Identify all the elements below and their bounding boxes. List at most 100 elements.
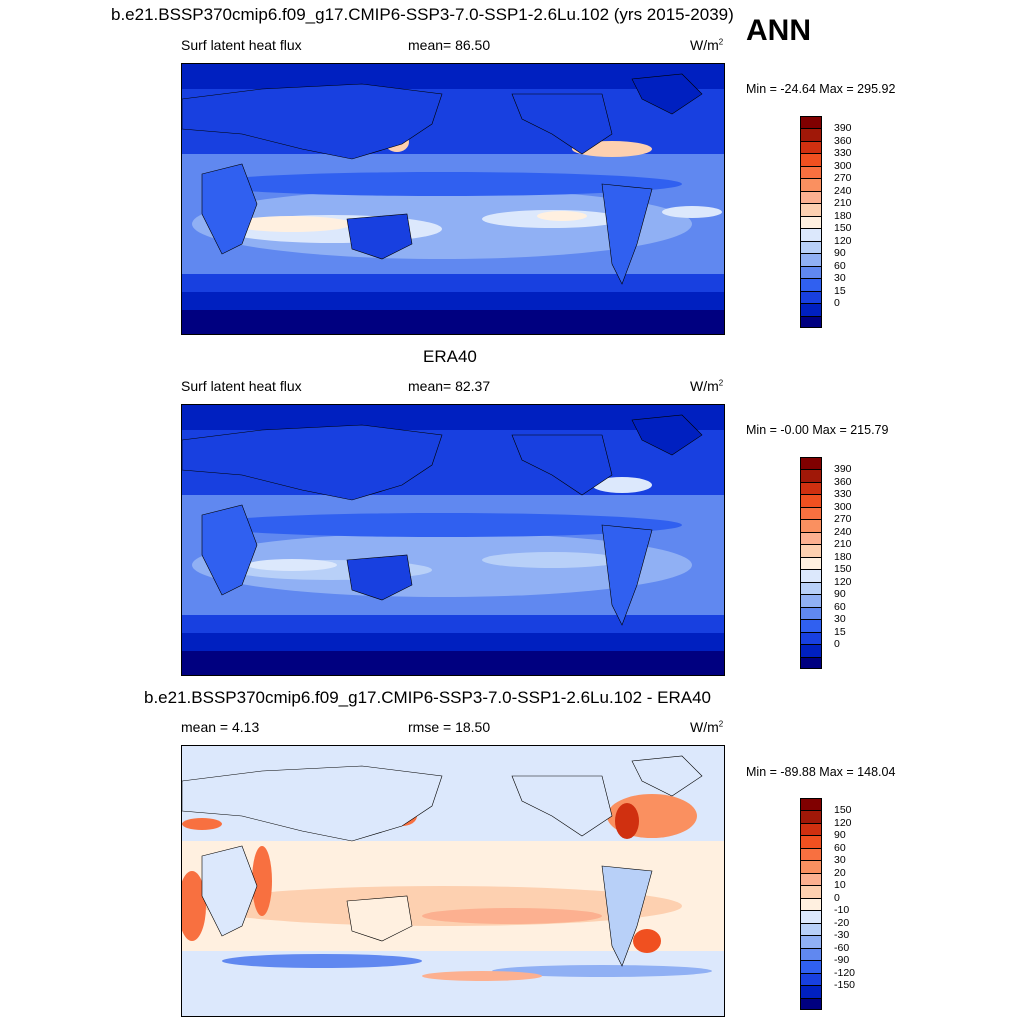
- colorbar-swatch: [800, 656, 822, 669]
- colorbar-tick-label: 90: [834, 588, 846, 601]
- panel2-mean-label: mean= 82.37: [408, 378, 491, 394]
- colorbar-swatch: [800, 215, 822, 229]
- colorbar-swatch: [800, 228, 822, 241]
- colorbar-swatch: [800, 885, 822, 898]
- colorbar-swatch: [800, 606, 822, 620]
- colorbar-swatch: [800, 481, 822, 495]
- panel2-map: [181, 404, 725, 676]
- panel1-colorbar: 390 360 330 300 270 240 210 180 150 120 90 60 30 15 0: [800, 116, 860, 328]
- panel3-contour-field: [182, 746, 724, 1016]
- colorbar-tick-label: 180: [834, 550, 852, 563]
- colorbar-swatch: [800, 631, 822, 645]
- colorbar-tick-label: 330: [834, 147, 852, 160]
- colorbar-swatch: [800, 315, 822, 328]
- colorbar-tick-label: 150: [834, 804, 852, 817]
- colorbar-swatch: [800, 922, 822, 936]
- colorbar-tick-label: -60: [834, 941, 850, 954]
- colorbar-tick-label: 240: [834, 184, 852, 197]
- colorbar-tick-label: 330: [834, 488, 852, 501]
- panel3-map: [181, 745, 725, 1017]
- colorbar-swatch: [800, 253, 822, 266]
- colorbar-tick-label: -20: [834, 916, 850, 929]
- colorbar-tick-label: 120: [834, 575, 852, 588]
- colorbar-tick-label: 20: [834, 866, 846, 879]
- panel2-colorbar: 390 360 330 300 270 240 210 180 150 120 90 60 30 15 0: [800, 457, 860, 669]
- colorbar-swatch: [800, 910, 822, 923]
- colorbar-swatch: [800, 810, 822, 823]
- colorbar-tick-label: -90: [834, 954, 850, 967]
- colorbar-tick-label: 30: [834, 613, 846, 626]
- colorbar-tick-label: 210: [834, 538, 852, 551]
- colorbar-tick-label: 240: [834, 525, 852, 538]
- panel2-minmax: Min = -0.00 Max = 215.79: [746, 423, 889, 437]
- colorbar-tick-label: 0: [834, 638, 840, 651]
- colorbar-tick-label: 10: [834, 879, 846, 892]
- colorbar-tick-label: 30: [834, 854, 846, 867]
- colorbar-tick-label: -150: [834, 979, 856, 992]
- colorbar-tick-label: 60: [834, 259, 846, 272]
- panel1-minmax: Min = -24.64 Max = 295.92: [746, 82, 896, 96]
- panel1-variable-label: Surf latent heat flux: [181, 37, 302, 53]
- colorbar-swatch: [800, 128, 822, 141]
- colorbar-tick-label: 0: [834, 297, 840, 310]
- colorbar-swatch: [800, 494, 822, 507]
- colorbar-swatch: [800, 556, 822, 570]
- colorbar-tick-label: 270: [834, 513, 852, 526]
- colorbar-swatch: [800, 544, 822, 557]
- colorbar-swatch: [800, 569, 822, 582]
- colorbar-tick-label: 120: [834, 816, 852, 829]
- colorbar-tick-label: -10: [834, 904, 850, 917]
- colorbar-tick-label: 270: [834, 172, 852, 185]
- colorbar-swatch: [800, 240, 822, 254]
- colorbar-swatch: [800, 897, 822, 911]
- panel2-title: ERA40: [423, 347, 477, 366]
- panel1-contour-field: [182, 64, 724, 334]
- colorbar-tick-label: 0: [834, 891, 840, 904]
- colorbar-tick-label: 360: [834, 475, 852, 488]
- panel2-variable-label: Surf latent heat flux: [181, 378, 302, 394]
- panel3-title: b.e21.BSSP370cmip6.f09_g17.CMIP6-SSP3-7.…: [144, 688, 712, 707]
- colorbar-swatch: [800, 265, 822, 279]
- panel3-colorbar: 150 120 90 60 30 20 10 0 -10 -20 -30 -60 -90 -120 -150: [800, 798, 860, 1010]
- colorbar-tick-label: 360: [834, 134, 852, 147]
- colorbar-tick-label: 90: [834, 829, 846, 842]
- colorbar-swatch: [800, 116, 822, 129]
- colorbar-swatch: [800, 519, 822, 532]
- colorbar-swatch: [800, 960, 822, 973]
- colorbar-tick-label: 60: [834, 600, 846, 613]
- colorbar-swatch: [800, 644, 822, 657]
- colorbar-swatch: [800, 457, 822, 470]
- colorbar-tick-label: 300: [834, 159, 852, 172]
- colorbar-swatch: [800, 140, 822, 154]
- colorbar-swatch: [800, 985, 822, 998]
- colorbar-tick-label: 390: [834, 122, 852, 135]
- colorbar-swatch: [800, 203, 822, 216]
- panel1-map: [181, 63, 725, 335]
- panel2-contour-field: [182, 405, 724, 675]
- colorbar-swatch: [800, 190, 822, 204]
- colorbar-swatch: [800, 469, 822, 482]
- colorbar-swatch: [800, 506, 822, 520]
- colorbar-tick-label: 60: [834, 841, 846, 854]
- colorbar-swatch: [800, 290, 822, 304]
- colorbar-swatch: [800, 531, 822, 545]
- colorbar-swatch: [800, 153, 822, 166]
- colorbar-tick-label: -30: [834, 929, 850, 942]
- colorbar-swatch: [800, 972, 822, 986]
- colorbar-tick-label: 390: [834, 463, 852, 476]
- colorbar-swatch: [800, 860, 822, 873]
- panel3-rmse-label: rmse = 18.50: [408, 719, 491, 735]
- colorbar-swatch: [800, 178, 822, 191]
- colorbar-swatch: [800, 581, 822, 595]
- colorbar-swatch: [800, 872, 822, 886]
- colorbar-tick-label: 210: [834, 197, 852, 210]
- colorbar-tick-label: 15: [834, 284, 846, 297]
- colorbar-tick-label: 30: [834, 272, 846, 285]
- panel3-units: W/m2: [690, 719, 724, 735]
- colorbar-tick-label: -120: [834, 966, 856, 979]
- colorbar-tick-label: 150: [834, 563, 852, 576]
- colorbar-swatch: [800, 822, 822, 836]
- colorbar-swatch: [800, 303, 822, 316]
- panel2-units: W/m2: [690, 378, 724, 394]
- panel1-units: W/m2: [690, 37, 724, 53]
